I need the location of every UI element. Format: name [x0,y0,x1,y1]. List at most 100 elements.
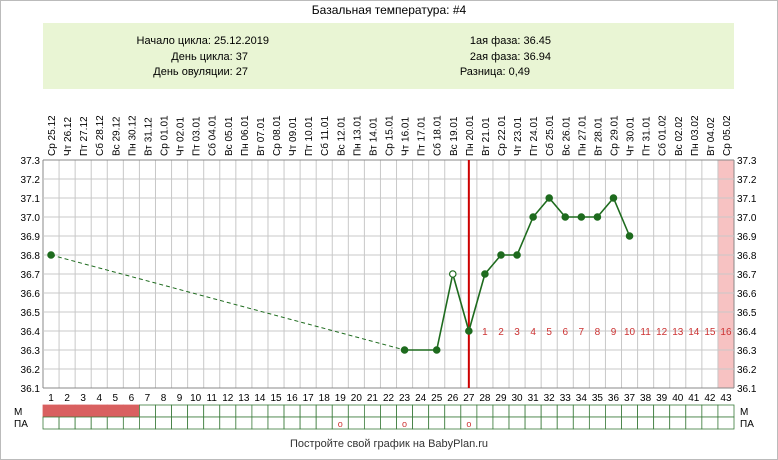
date-label: Вт 31.12 [143,117,154,156]
menses-cell [315,404,333,418]
day-number: 12 [222,393,234,404]
day-number: 20 [351,393,363,404]
menses-cell [219,404,237,418]
chart-title: Базальная температура: #4 [311,3,467,17]
day-number: 24 [415,393,427,404]
pa-cell [315,416,333,430]
date-label: Вт 14.01 [368,117,379,156]
pa-cell [299,416,317,430]
day-number: 21 [367,393,379,404]
menses-cell [299,404,317,418]
phase-day-number: 3 [514,327,520,338]
phase-day-number: 16 [720,327,732,338]
day-number: 29 [495,393,507,404]
date-label: Вс 29.12 [111,116,122,156]
day-number: 32 [544,393,556,404]
phase-day-number: 11 [640,327,651,338]
pa-cell [556,416,574,430]
phase-day-number: 8 [595,327,601,338]
phase-day-number: 14 [688,327,700,338]
date-label: Сб 04.01 [207,115,219,156]
menses-cell [363,404,381,418]
y-tick-label-left: 36.6 [21,289,41,300]
pa-cell [717,416,735,430]
menses-cell [717,404,735,418]
day-number: 9 [177,393,183,404]
date-label: Чт 09.01 [288,117,299,156]
menses-cell [524,404,542,418]
pa-cell [524,416,542,430]
y-tick-label-right: 37.2 [737,175,757,186]
pa-cell [155,416,172,430]
pa-cell [444,416,462,430]
date-label: Вт 04.02 [706,117,717,156]
pa-cell [90,416,108,430]
date-label: Ср 08.01 [272,115,283,156]
y-tick-label-left: 37.0 [21,213,41,224]
date-label: Вт 21.01 [481,117,492,156]
pa-row-label-right: ПА [740,419,754,430]
date-label: Вс 26.01 [561,116,572,156]
temperature-point [561,213,570,221]
day-number: 8 [161,393,167,404]
day-number: 43 [720,393,732,404]
menses-cell [267,404,285,418]
pa-cell [235,416,253,430]
phase-day-number: 15 [704,327,716,338]
y-tick-label-left: 37.3 [21,156,41,167]
date-label: Пн 06.01 [240,115,251,156]
dashed-temperature-line [50,254,405,351]
date-label: Ср 15.01 [385,115,396,156]
y-tick-label-left: 36.2 [21,365,41,376]
temperature-point [400,346,409,354]
y-tick-label-left: 37.1 [21,194,41,205]
day-number: 33 [560,393,572,404]
phase-day-number: 2 [498,327,504,338]
menses-cell [637,404,655,418]
pa-cell [540,416,558,430]
date-label: Сб 11.01 [319,116,331,156]
day-number: 26 [447,393,459,404]
y-tick-label-left: 36.7 [21,270,41,281]
pa-cell [492,416,510,430]
date-label: Ср 29.01 [609,115,620,156]
menses-cell [331,404,349,418]
pa-cell [476,416,494,430]
temperature-point [529,213,537,221]
y-tick-label-right: 37.1 [737,194,757,205]
date-label: Ср 25.12 [47,115,58,156]
date-label: Сб 01.02 [657,115,669,156]
menses-cell [283,404,301,418]
pa-cell [219,416,237,430]
menses-cell [653,404,671,418]
date-label: Вт 28.01 [593,117,604,156]
temperature-point [625,232,634,240]
date-label: Чт 23.01 [513,117,524,156]
day-number: 15 [270,393,282,404]
pa-cell [685,416,703,430]
date-label: Ср 01.01 [160,115,171,156]
date-label: Вс 02.02 [674,116,685,156]
day-number: 37 [624,393,636,404]
menses-cell [90,404,108,418]
y-tick-label-right: 36.7 [737,270,757,281]
y-tick-label-right: 37.0 [737,213,757,224]
menses-cell [540,404,558,418]
pa-cell [605,416,622,430]
date-label: Сб 18.01 [432,115,444,156]
menses-cell [460,404,478,418]
pa-cell [588,416,606,430]
y-tick-label-left: 36.9 [21,232,41,243]
phase-day-number: 12 [656,327,668,338]
menses-cell [508,404,526,418]
day-number: 13 [238,393,250,404]
pa-cell [42,416,60,430]
day-number: 25 [431,393,443,404]
day-number: 28 [479,393,491,404]
day-number: 40 [672,393,684,404]
pa-cell [267,416,285,430]
date-label: Сб 25.01 [544,115,556,156]
phase-day-number: 5 [546,327,552,338]
menses-cell [701,404,719,418]
